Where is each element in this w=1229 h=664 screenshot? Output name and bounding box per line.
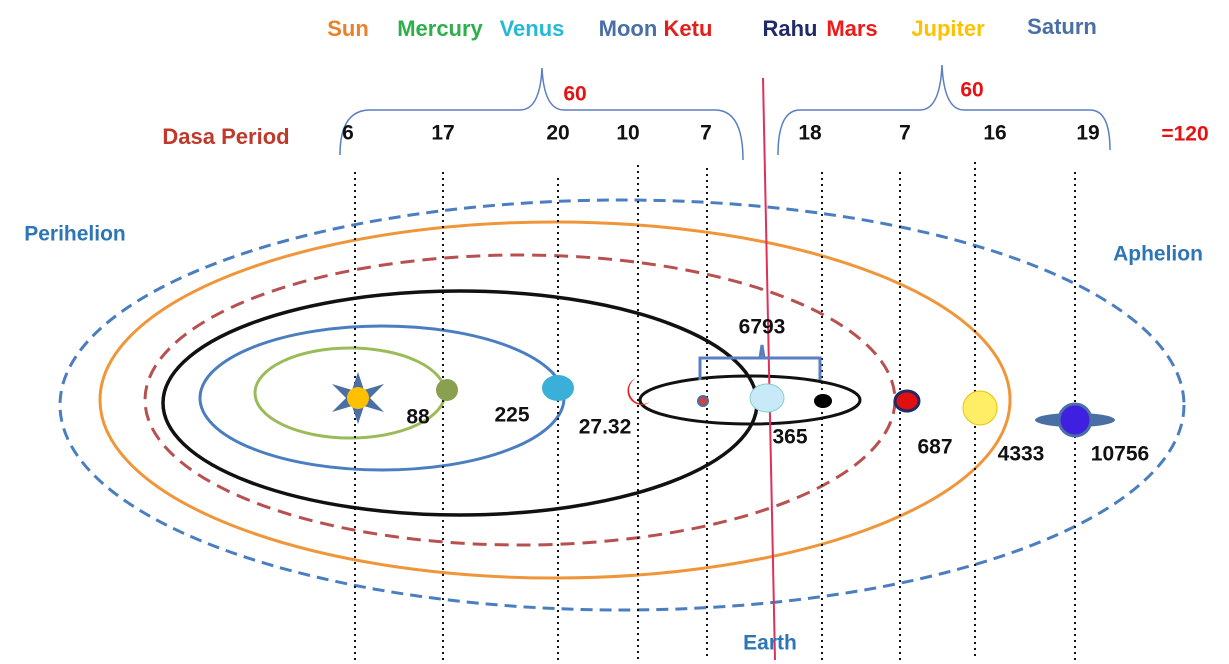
dasa-year: 10 — [616, 122, 639, 145]
period: 27.32 — [579, 416, 632, 439]
node — [814, 394, 832, 408]
venus — [542, 375, 574, 401]
planet-name: Moon — [599, 16, 658, 41]
planet-name: Mercury — [397, 16, 483, 41]
dasa-year: 18 — [798, 122, 822, 145]
orbit — [163, 291, 757, 515]
dasa-total: =120 — [1161, 123, 1208, 146]
brace — [340, 68, 743, 160]
earth-label: Earth — [743, 632, 797, 655]
period: 10756 — [1091, 443, 1149, 466]
planet-name: Rahu — [763, 16, 818, 41]
dasa-year: 17 — [431, 122, 454, 145]
orbits — [60, 200, 1184, 610]
dasa-label: Dasa Period — [162, 124, 289, 149]
period: 88 — [406, 406, 430, 429]
dasa-year: 6 — [342, 122, 354, 145]
perihelion-label: Perihelion — [24, 223, 126, 246]
planet-name: Venus — [500, 16, 565, 41]
planet-name: Saturn — [1027, 14, 1097, 39]
dasa-year: 20 — [546, 122, 569, 145]
dasa-year: 7 — [700, 122, 712, 145]
sun — [347, 387, 369, 409]
period: 365 — [772, 426, 807, 449]
dasa-years: 6 17 20 10 7 18 7 16 19 — [342, 122, 1100, 145]
jupiter — [963, 391, 997, 425]
diagram: Sun Mercury Venus Moon Ketu Rahu Mars Ju… — [0, 0, 1229, 664]
earth-line — [763, 78, 775, 660]
brace — [778, 65, 1110, 155]
mercury — [436, 379, 458, 401]
header: Sun Mercury Venus Moon Ketu Rahu Mars Ju… — [327, 14, 1097, 41]
group-sum: 60 — [563, 83, 586, 106]
dasa-year: 7 — [899, 122, 911, 145]
planet-name: Sun — [327, 16, 369, 41]
period: 4333 — [998, 443, 1045, 466]
node — [698, 396, 708, 406]
earth — [750, 384, 784, 412]
planet-name: Jupiter — [911, 16, 985, 41]
planet-name: Mars — [826, 16, 877, 41]
planets — [332, 372, 1115, 436]
dasa-year: 19 — [1076, 122, 1099, 145]
saturn — [1059, 404, 1091, 436]
mars — [895, 391, 919, 411]
period: 225 — [494, 404, 529, 427]
dasa-year: 16 — [983, 122, 1006, 145]
period: 687 — [917, 436, 952, 459]
period: 6793 — [739, 316, 786, 339]
aphelion-label: Aphelion — [1113, 243, 1203, 266]
planet-name: Ketu — [664, 16, 713, 41]
group-sum: 60 — [960, 79, 983, 102]
